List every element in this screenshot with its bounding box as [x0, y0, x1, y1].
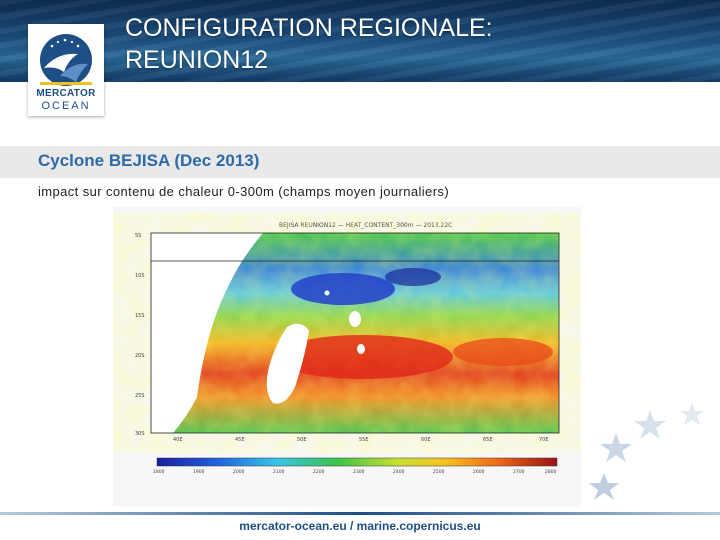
colorbar-tick: 2000 [233, 469, 245, 475]
y-tick-label: 5S [135, 233, 141, 239]
logo-text-mercator: MERCATOR [36, 88, 96, 99]
y-tick-label: 30S [135, 431, 145, 437]
reunion-mauritius-island [349, 311, 361, 327]
mascarene-island [357, 344, 365, 354]
heat-content-map: BEJISA REUNION12 — HEAT_CONTENT_300m — 2… [135, 222, 560, 475]
mercator-emblem-icon [40, 34, 92, 86]
heat-content-figure: BEJISA REUNION12 — HEAT_CONTENT_300m — 2… [113, 207, 581, 507]
warm-anomaly [273, 335, 453, 379]
island-dot [324, 290, 330, 296]
cool-anomaly-core [385, 268, 441, 286]
madagascar-landmass [266, 323, 309, 404]
colorbar-tick: 2200 [313, 469, 325, 475]
figure-caption: impact sur contenu de chaleur 0-300m (ch… [38, 184, 450, 199]
footer-url-text: mercator-ocean.eu / marine.copernicus.eu [239, 519, 481, 533]
logo-text-ocean: OCEAN [41, 100, 91, 112]
heading-band [0, 146, 720, 178]
colorbar-tick: 1900 [193, 469, 205, 475]
footer-divider [0, 512, 720, 515]
x-tick-label: 60E [421, 437, 431, 443]
title-line-2: REUNION12 [125, 46, 269, 74]
africa-landmass [151, 233, 263, 433]
y-tick-label: 15S [135, 313, 145, 319]
mercator-logo: MERCATOR OCEAN [28, 24, 104, 116]
x-tick-label: 40E [173, 437, 183, 443]
colorbar-tick: 2500 [433, 469, 445, 475]
colorbar-tick: 2600 [473, 469, 485, 475]
figure-plot-title: BEJISA REUNION12 — HEAT_CONTENT_300m — 2… [279, 222, 452, 229]
colorbar-tick: 2700 [513, 469, 525, 475]
colorbar-tick: 2100 [273, 469, 285, 475]
colorbar [156, 457, 558, 467]
x-tick-label: 65E [483, 437, 493, 443]
y-tick-label: 25S [135, 393, 145, 399]
x-tick-label: 70E [539, 437, 549, 443]
warm-anomaly-east [453, 338, 553, 366]
x-tick-label: 50E [297, 437, 307, 443]
y-tick-label: 20S [135, 353, 145, 359]
slide-title: CONFIGURATION REGIONALE: REUNION12 [125, 12, 493, 76]
x-tick-label: 45E [235, 437, 245, 443]
section-heading: Cyclone BEJISA (Dec 2013) [38, 151, 260, 170]
x-tick-label: 55E [359, 437, 369, 443]
colorbar-tick: 2300 [353, 469, 365, 475]
title-line-1: CONFIGURATION REGIONALE: [125, 14, 493, 42]
cool-anomaly [291, 273, 395, 305]
colorbar-tick: 2400 [393, 469, 405, 475]
plot-frame [150, 232, 560, 434]
header-banner [0, 0, 720, 82]
y-tick-label: 10S [135, 273, 145, 279]
colorbar-tick: 1800 [153, 469, 165, 475]
colorbar-tick: 2800 [545, 469, 557, 475]
stars-decoration-icon [589, 403, 704, 500]
